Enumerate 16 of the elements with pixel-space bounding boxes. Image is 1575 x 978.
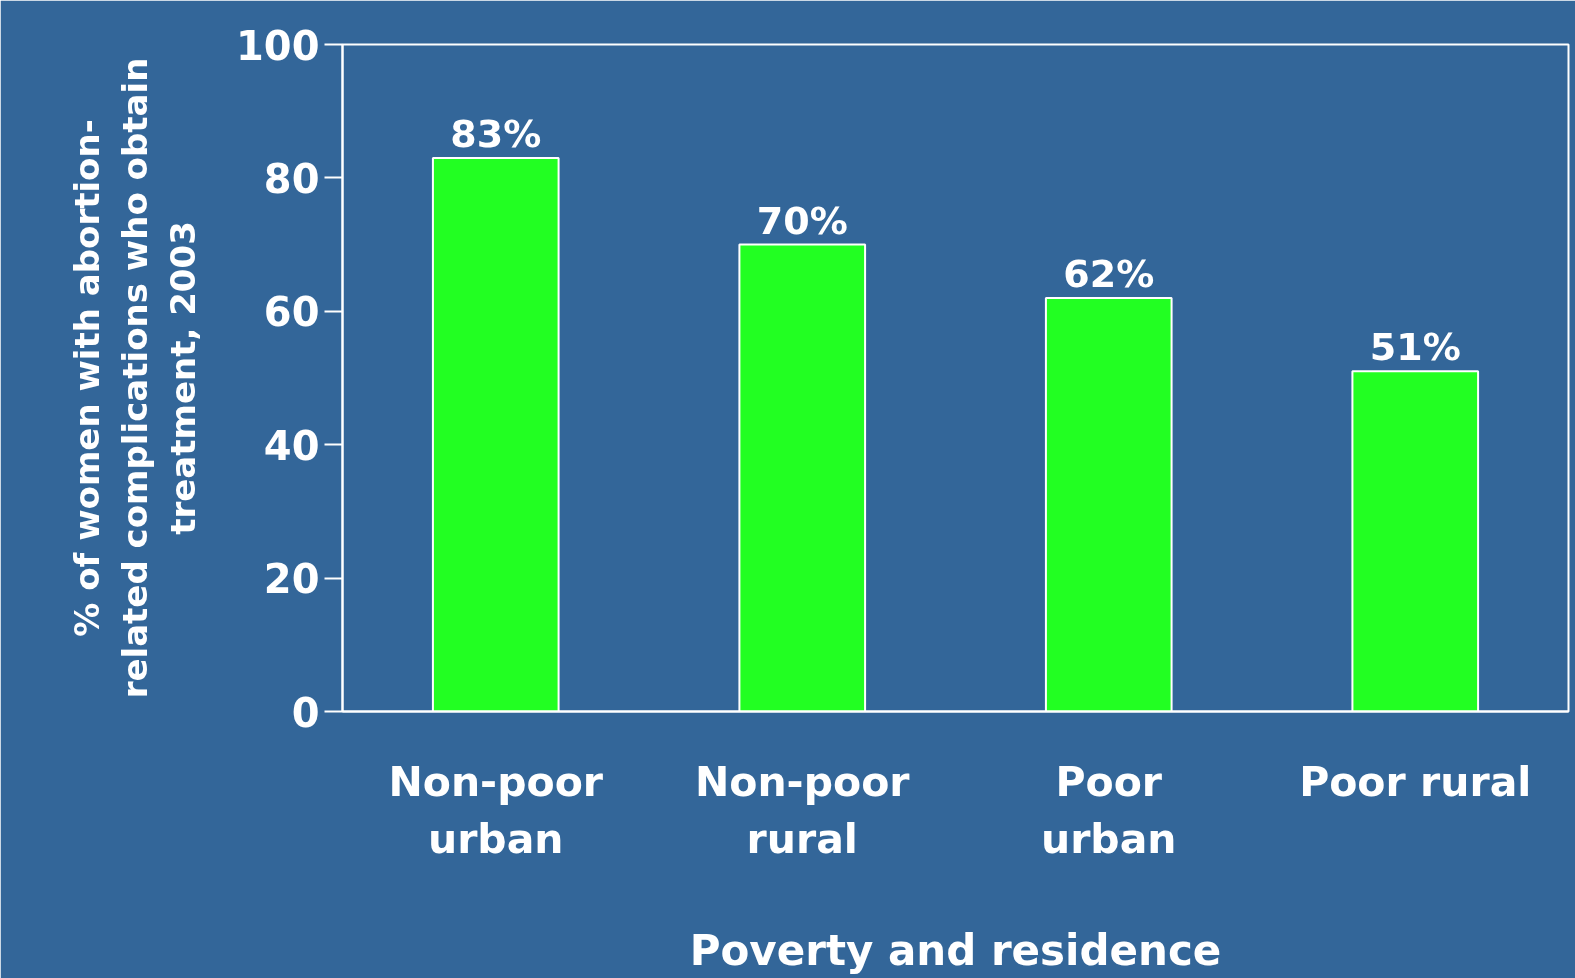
data-label: 62% — [1063, 251, 1155, 296]
y-tick-label: 20 — [263, 556, 320, 603]
x-tick-label: Non-poor rural — [694, 757, 911, 864]
x-tick-label: Poor rural — [1299, 757, 1532, 806]
y-tick-label: 0 — [291, 689, 320, 736]
y-tick-label: 60 — [263, 289, 320, 336]
y-axis-title: % of women with abortion- related complications who obtain treatment, 2003 — [67, 57, 203, 699]
data-label: 51% — [1369, 325, 1461, 370]
data-label: 70% — [756, 198, 848, 243]
y-tick-label: 40 — [263, 422, 320, 469]
data-label: 83% — [450, 111, 542, 156]
x-tick-label: Poor urban — [1040, 757, 1177, 864]
y-tick-label: 100 — [236, 22, 320, 69]
y-tick-label: 80 — [263, 155, 320, 202]
x-axis-title: Poverty and residence — [689, 926, 1222, 976]
x-tick-label: Non-poor urban — [388, 757, 604, 864]
